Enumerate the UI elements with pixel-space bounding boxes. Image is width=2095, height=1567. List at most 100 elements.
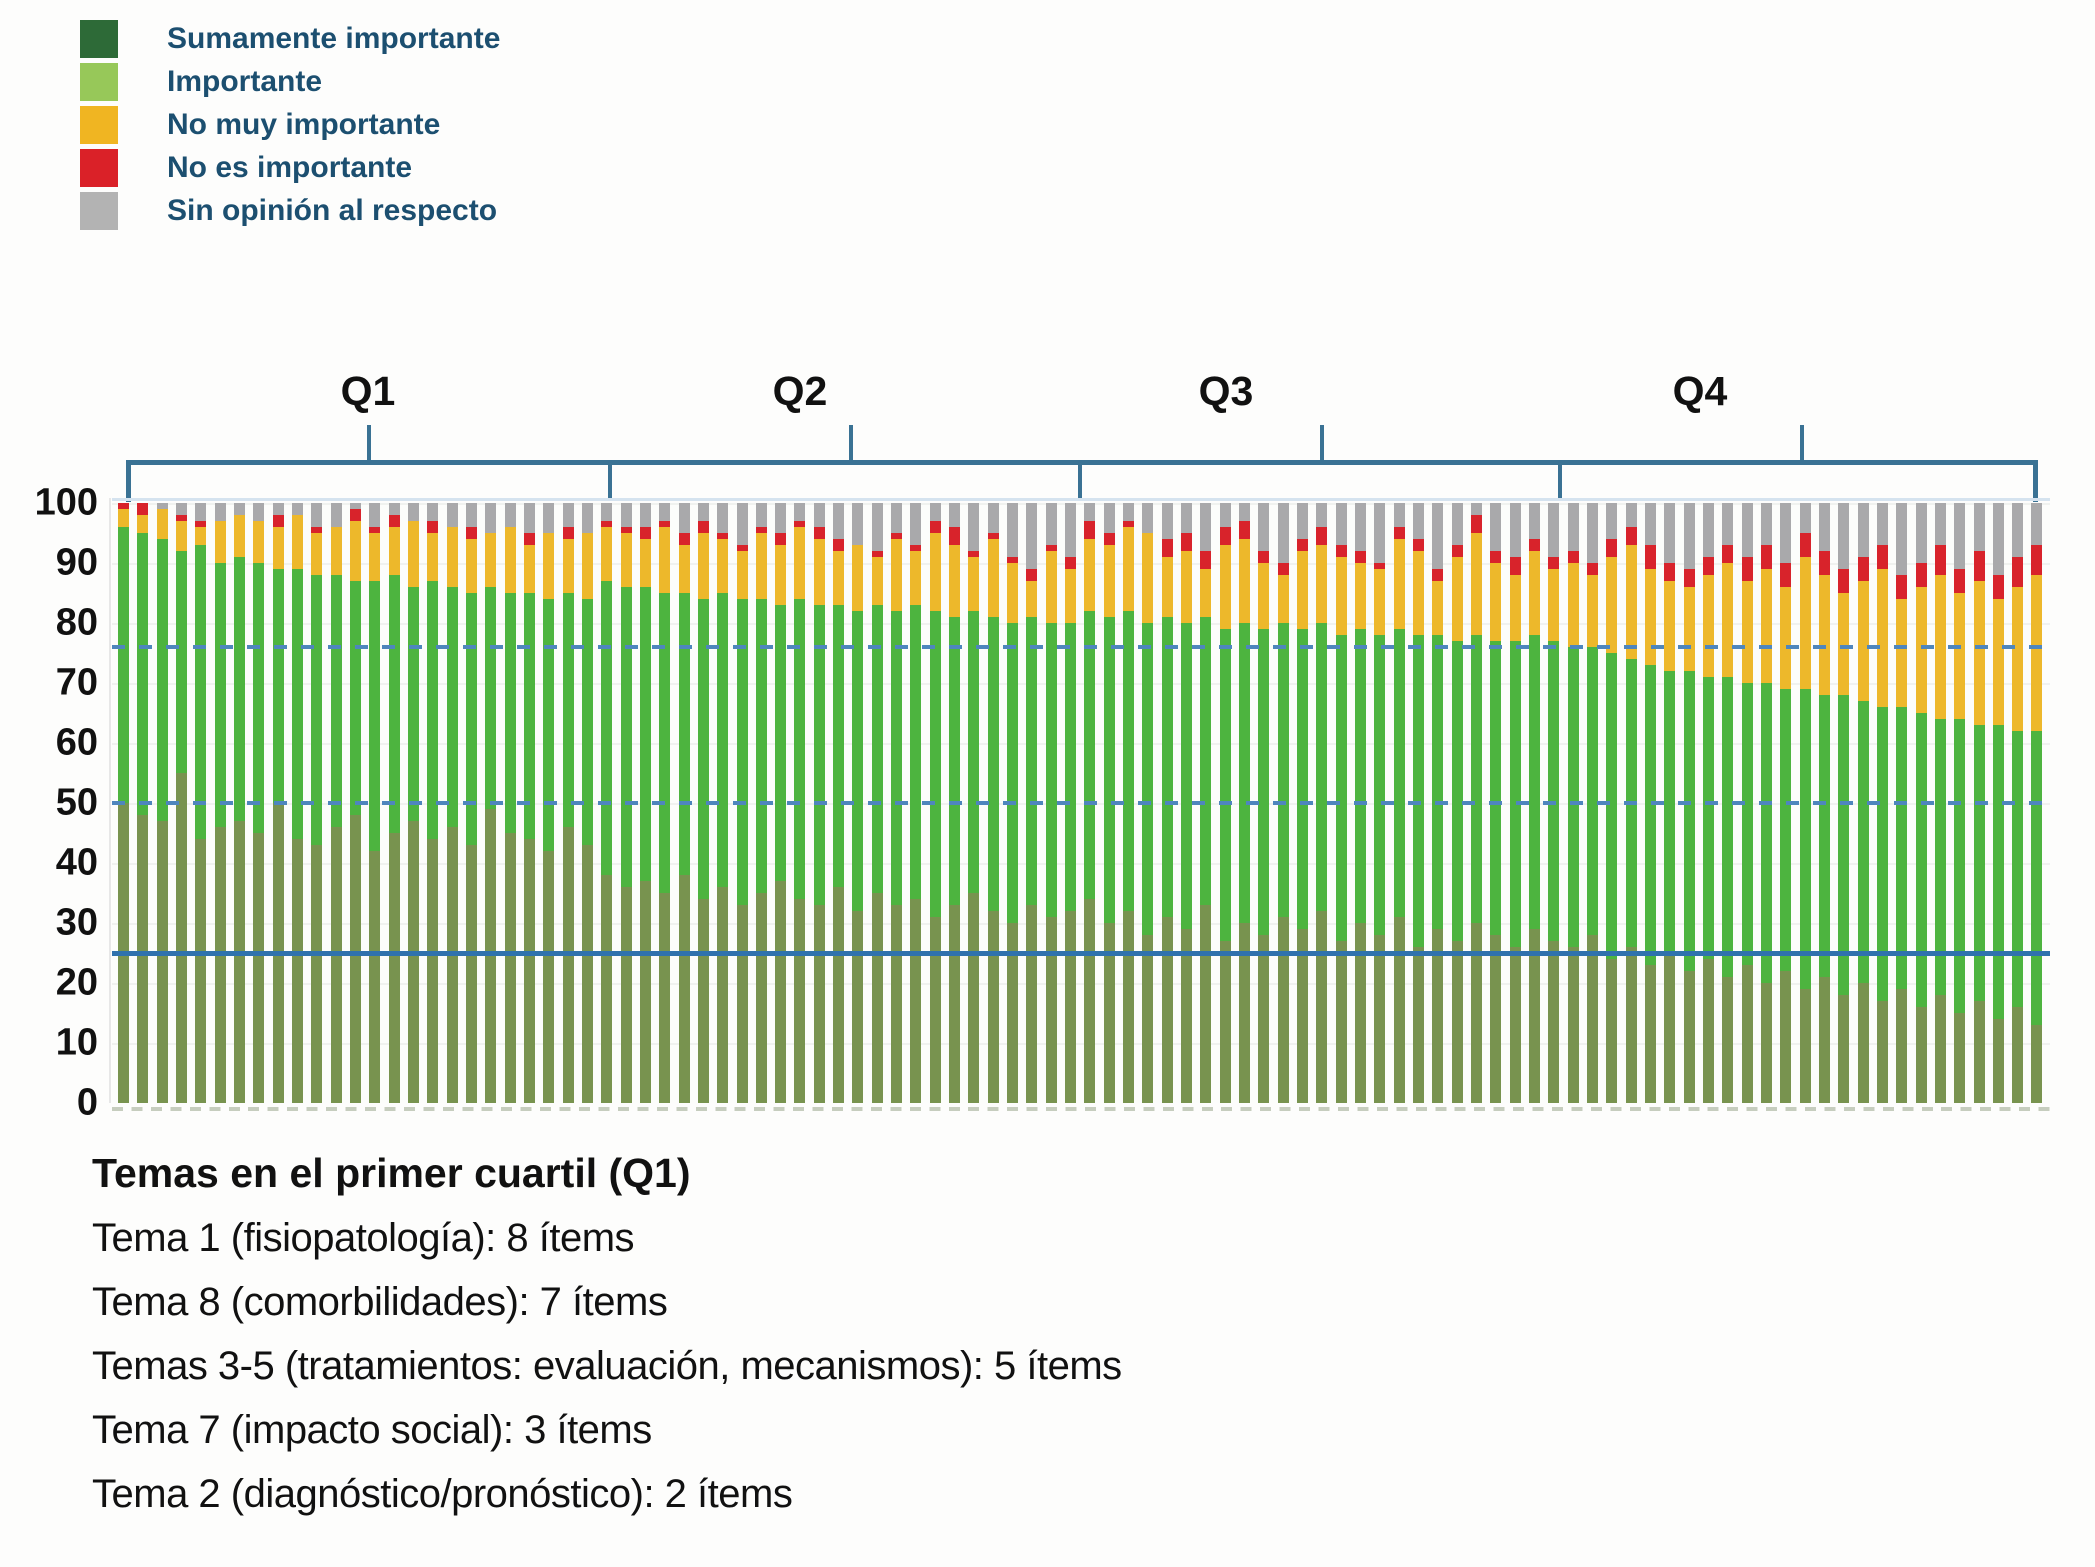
segment-importante (1896, 707, 1908, 989)
segment-sumamente (543, 851, 555, 1103)
segment-importante (1606, 653, 1618, 959)
legend-item: Sumamente importante (80, 20, 500, 58)
segment-sumamente (1992, 1019, 2004, 1103)
y-axis-tick-label: 80 (55, 601, 98, 644)
segment-no-es-importante (1528, 539, 1540, 551)
segment-no-es-importante (1644, 545, 1656, 569)
bar-item-94 (1915, 503, 1927, 1103)
bar-item-86 (1760, 503, 1772, 1103)
segment-no-muy-importante (968, 557, 980, 611)
segment-sumamente (1644, 965, 1656, 1103)
segment-no-es-importante (736, 545, 748, 551)
segment-importante (369, 581, 381, 851)
segment-no-muy-importante (543, 533, 555, 599)
segment-sumamente (987, 911, 999, 1103)
segment-sumamente (407, 821, 419, 1103)
bar-item-63 (1316, 503, 1328, 1103)
segment-sumamente (1219, 941, 1231, 1103)
y-axis-tick-label: 60 (55, 721, 98, 764)
segment-no-muy-importante (446, 527, 458, 587)
segment-importante (1992, 725, 2004, 1019)
segment-no-muy-importante (407, 521, 419, 587)
segment-no-muy-importante (1374, 569, 1386, 635)
segment-no-es-importante (1664, 563, 1676, 581)
segment-sumamente (1760, 983, 1772, 1103)
segment-no-es-importante (949, 527, 961, 545)
segment-no-es-importante (1335, 545, 1347, 557)
segment-sumamente (1702, 959, 1714, 1103)
segment-importante (1412, 635, 1424, 947)
segment-no-es-importante (1103, 533, 1115, 545)
segment-no-muy-importante (1973, 581, 1985, 725)
segment-no-es-importante (1277, 563, 1289, 575)
quartile-label-q3: Q3 (1198, 368, 1254, 414)
segment-no-muy-importante (697, 533, 709, 599)
legend: Sumamente importante Importante No muy imp… (80, 20, 500, 235)
segment-importante (1432, 635, 1444, 929)
segment-sumamente (233, 821, 245, 1103)
reference-line-dashed-50 (112, 801, 2050, 805)
gridline-100 (112, 503, 2050, 505)
segment-sin-opinion (1838, 503, 1850, 569)
bar-item-78 (1606, 503, 1618, 1103)
bar-item-84 (1722, 503, 1734, 1103)
segment-sin-opinion (1857, 503, 1869, 557)
segment-sin-opinion (1432, 503, 1444, 569)
segment-sumamente (1142, 935, 1154, 1103)
segment-sumamente (1625, 947, 1637, 1103)
bar-item-70 (1451, 503, 1463, 1103)
bar-item-44 (949, 503, 961, 1103)
bar-item-55 (1161, 503, 1173, 1103)
segment-sin-opinion (1934, 503, 1946, 545)
segment-sin-opinion (1239, 503, 1251, 521)
legend-item-label: Sin opinión al respecto (167, 194, 498, 227)
segment-no-es-importante (1045, 545, 1057, 551)
segment-sumamente (1316, 911, 1328, 1103)
legend-item: No muy importante (80, 106, 500, 144)
segment-sumamente (1857, 983, 1869, 1103)
segment-no-es-importante (1722, 545, 1734, 563)
segment-no-es-importante (910, 545, 922, 551)
segment-no-muy-importante (485, 533, 497, 587)
segment-no-muy-importante (1683, 587, 1695, 671)
segment-sumamente (1896, 989, 1908, 1103)
segment-no-es-importante (1239, 521, 1251, 539)
segment-importante (1200, 617, 1212, 905)
bar-item-36 (794, 503, 806, 1103)
legend-item-label: No es importante (167, 151, 413, 184)
segment-no-muy-importante (987, 539, 999, 617)
segment-sin-opinion (1644, 503, 1656, 545)
y-axis-tick-label: 40 (55, 841, 98, 884)
segment-sin-opinion (1026, 503, 1038, 569)
segment-sin-opinion (388, 503, 400, 515)
bracket-boundary-tick (1078, 460, 1082, 498)
segment-no-es-importante (175, 515, 187, 521)
segment-no-muy-importante (1451, 557, 1463, 641)
segment-sumamente (910, 899, 922, 1103)
bar-item-75 (1548, 503, 1560, 1103)
bar-item-96 (1954, 503, 1966, 1103)
bar-item-37 (813, 503, 825, 1103)
segment-sumamente (1258, 935, 1270, 1103)
segment-no-es-importante (349, 509, 361, 521)
bar-item-28 (639, 503, 651, 1103)
segment-importante (1760, 683, 1772, 983)
segment-sumamente (1490, 935, 1502, 1103)
segment-sin-opinion (156, 503, 168, 509)
segment-importante (987, 617, 999, 911)
segment-importante (697, 599, 709, 899)
segment-no-es-importante (620, 527, 632, 533)
segment-sumamente (697, 899, 709, 1103)
segment-sin-opinion (968, 503, 980, 551)
segment-no-muy-importante (678, 545, 690, 593)
segment-importante (910, 605, 922, 899)
y-axis-tick-label: 20 (55, 961, 98, 1004)
bar-item-38 (833, 503, 845, 1103)
bar-item-43 (929, 503, 941, 1103)
segment-no-muy-importante (523, 545, 535, 593)
segment-no-muy-importante (1355, 563, 1366, 629)
segment-sin-opinion (813, 503, 825, 527)
segment-sin-opinion (1316, 503, 1328, 527)
segment-sumamente (1103, 923, 1115, 1103)
segment-importante (1838, 695, 1850, 995)
